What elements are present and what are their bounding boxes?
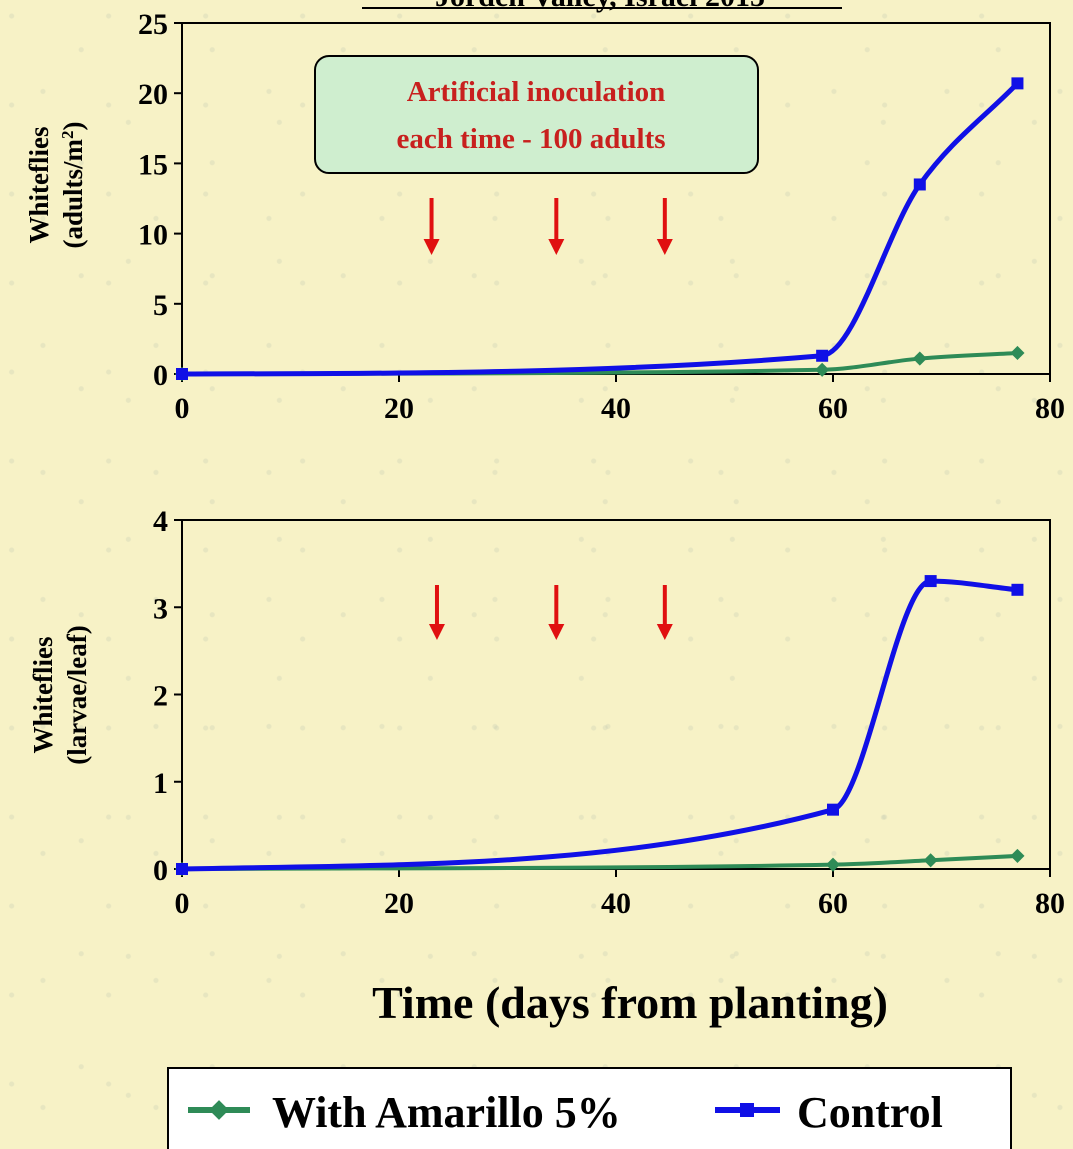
legend-amarillo-marker <box>209 1100 229 1120</box>
inoculation-arrow-head <box>656 239 673 255</box>
inoculation-arrow-head <box>656 624 673 640</box>
larvae-ylabel-line1: Whiteflies <box>28 637 58 754</box>
amarillo-point <box>825 857 841 872</box>
annotation-line-2: each time - 100 adults <box>396 123 665 155</box>
x-tick-label: 80 <box>1035 887 1065 920</box>
control-point <box>176 863 188 875</box>
control-point <box>1011 77 1024 90</box>
control-point <box>176 368 188 380</box>
adults-ylabel-unit: (adults/m <box>58 138 88 248</box>
control-point <box>913 178 926 191</box>
chart-title: Jorden Valley, Israel 2015 <box>435 0 765 13</box>
y-tick-label: 20 <box>138 78 168 111</box>
adults-ylabel-superscript: 2 <box>58 130 77 139</box>
control-point <box>924 575 937 588</box>
x-tick-label: 40 <box>601 392 631 425</box>
y-tick-label: 3 <box>153 592 168 625</box>
x-tick-label: 20 <box>384 887 414 920</box>
y-tick-label: 0 <box>153 854 168 887</box>
series-line <box>181 853 1018 871</box>
y-tick-label: 4 <box>153 505 168 538</box>
inoculation-arrow-head <box>423 239 440 255</box>
x-tick-label: 0 <box>175 887 190 920</box>
adults-chart: 0 5 10 15 20 25 0 20 40 60 80 Artificial inoculati… <box>24 8 1065 425</box>
y-tick-label: 5 <box>153 289 168 322</box>
x-tick-label: 60 <box>818 392 848 425</box>
legend-amarillo-label: With Amarillo 5% <box>272 1088 621 1137</box>
legend-control-label: Control <box>797 1088 943 1137</box>
x-tick-label: 60 <box>818 887 848 920</box>
control-point <box>827 803 839 816</box>
legend-box <box>167 1067 1012 1149</box>
series-line <box>181 578 1018 872</box>
amarillo-point <box>923 853 938 868</box>
amarillo-point <box>1010 345 1025 361</box>
y-tick-label: 1 <box>153 767 168 800</box>
larvae-ylabel-line2: (larvae/leaf) <box>62 625 92 764</box>
inoculation-arrow-head <box>548 239 565 255</box>
y-tick-label: 2 <box>153 680 168 713</box>
inoculation-arrow-head <box>548 624 565 640</box>
y-tick-label: 0 <box>153 359 168 392</box>
amarillo-point <box>815 362 830 377</box>
control-point <box>816 349 829 362</box>
x-tick-label: 40 <box>601 887 631 920</box>
adults-ylabel-line2: (adults/m2) <box>58 121 89 248</box>
legend-control-marker <box>740 1103 754 1117</box>
adults-ylabel-close: ) <box>58 121 88 130</box>
amarillo-point <box>1010 848 1025 863</box>
x-tick-label: 0 <box>175 392 190 425</box>
x-tick-label: 80 <box>1035 392 1065 425</box>
y-tick-label: 25 <box>138 8 168 41</box>
x-tick-label: 20 <box>384 392 414 425</box>
x-axis-label: Time (days from planting) <box>372 977 888 1028</box>
legend: With Amarillo 5% Control <box>167 1067 1012 1149</box>
amarillo-point <box>912 351 927 366</box>
larvae-plot-frame <box>181 519 1051 870</box>
y-tick-label: 15 <box>138 148 168 181</box>
adults-ylabel-line1: Whiteflies <box>24 127 54 244</box>
y-tick-label: 10 <box>138 219 168 252</box>
inoculation-annotation: Artificial inoculation each time - 100 a… <box>314 55 759 174</box>
inoculation-arrow-head <box>428 624 445 640</box>
annotation-box <box>314 55 759 174</box>
annotation-line-1: Artificial inoculation <box>407 76 666 108</box>
control-point <box>1011 583 1024 596</box>
